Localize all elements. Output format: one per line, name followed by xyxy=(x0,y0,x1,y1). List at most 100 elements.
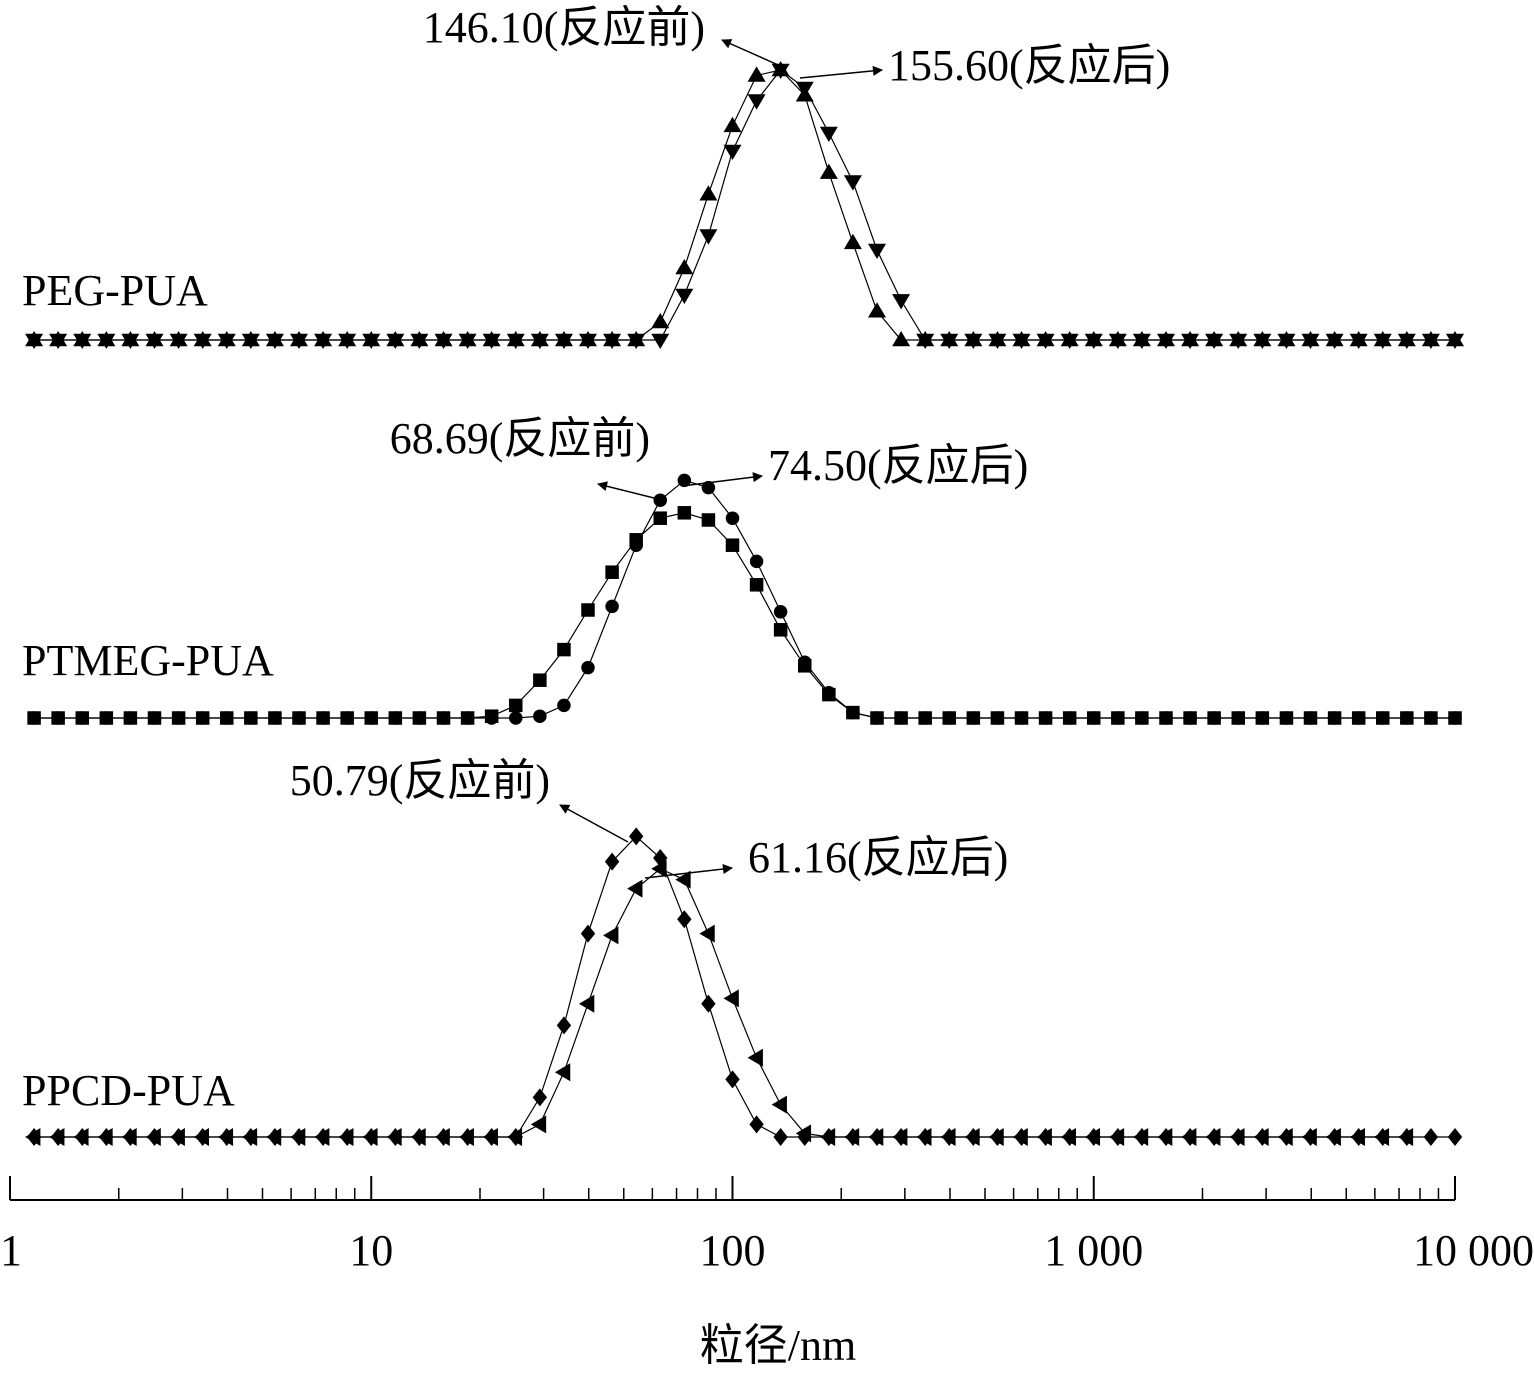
data-point xyxy=(651,313,670,329)
data-point xyxy=(1421,333,1440,349)
data-point xyxy=(1108,333,1127,349)
data-point xyxy=(1325,1128,1341,1146)
panel-label: PTMEG-PUA xyxy=(22,636,274,685)
data-point xyxy=(25,1128,41,1146)
data-point xyxy=(699,185,718,201)
data-point xyxy=(578,994,595,1013)
x-axis-label: 粒径/nm xyxy=(700,1321,856,1370)
data-point xyxy=(629,538,643,552)
data-point xyxy=(725,1070,740,1089)
panel-label: PEG-PUA xyxy=(22,266,208,315)
data-point xyxy=(1062,711,1077,725)
data-point xyxy=(868,302,887,318)
data-point xyxy=(388,711,403,725)
annotation-arrow xyxy=(644,864,733,879)
data-point xyxy=(627,879,643,898)
data-point xyxy=(1424,711,1438,725)
data-point xyxy=(749,554,764,569)
data-point xyxy=(434,333,453,349)
data-point xyxy=(725,511,740,525)
data-point xyxy=(458,333,477,349)
data-point xyxy=(868,1128,884,1146)
data-point xyxy=(75,711,90,725)
data-point xyxy=(677,506,692,520)
annotation: 50.79(反应前) xyxy=(290,756,550,805)
data-point xyxy=(434,1128,450,1146)
data-point xyxy=(268,711,282,725)
data-point xyxy=(749,1115,764,1134)
data-point xyxy=(1400,711,1414,725)
data-point xyxy=(723,144,742,160)
annotation: 68.69(反应前) xyxy=(390,414,650,463)
data-point xyxy=(1448,711,1462,725)
data-point xyxy=(1205,333,1224,349)
data-point xyxy=(843,233,862,250)
data-point xyxy=(482,1128,498,1146)
data-point xyxy=(1301,333,1320,349)
data-point xyxy=(509,698,523,713)
data-point xyxy=(554,1063,571,1082)
data-point xyxy=(1087,711,1101,725)
data-point xyxy=(1447,1128,1463,1146)
data-point xyxy=(966,711,981,725)
data-point xyxy=(362,1128,378,1146)
data-point xyxy=(509,711,523,725)
data-point xyxy=(484,711,499,725)
data-point xyxy=(795,81,814,97)
data-point xyxy=(362,333,381,349)
data-point xyxy=(1038,711,1053,725)
data-point xyxy=(1303,711,1318,725)
data-point xyxy=(964,1128,980,1146)
data-point xyxy=(964,333,983,349)
data-point xyxy=(1108,1128,1125,1146)
data-point xyxy=(605,599,619,614)
data-point xyxy=(145,1128,161,1146)
data-point xyxy=(771,1095,787,1114)
data-point xyxy=(701,513,716,527)
data-point xyxy=(795,1124,812,1143)
data-point xyxy=(364,711,378,725)
data-point xyxy=(1423,1128,1439,1146)
data-point xyxy=(747,1048,763,1067)
data-point xyxy=(723,116,742,133)
data-point xyxy=(604,852,620,871)
data-point xyxy=(1277,333,1296,349)
data-point xyxy=(773,623,788,637)
data-point xyxy=(940,1128,956,1146)
data-point xyxy=(773,1128,788,1146)
data-point xyxy=(147,711,162,725)
data-point xyxy=(1373,333,1392,349)
data-point xyxy=(822,686,836,700)
data-point xyxy=(675,288,694,304)
annotation-arrow xyxy=(597,481,663,501)
data-point xyxy=(506,333,525,349)
data-point xyxy=(27,711,41,725)
data-point xyxy=(1446,333,1464,349)
data-point xyxy=(1181,1128,1197,1146)
data-point xyxy=(725,538,740,552)
data-point xyxy=(506,1128,523,1146)
data-point xyxy=(1229,1128,1245,1146)
data-point xyxy=(338,333,357,349)
data-point xyxy=(628,827,644,846)
data-point xyxy=(701,480,716,495)
data-point xyxy=(557,642,571,657)
data-point xyxy=(169,1128,185,1146)
data-point xyxy=(1231,711,1246,725)
data-point xyxy=(123,711,138,725)
data-point xyxy=(482,333,501,349)
data-point xyxy=(1036,333,1055,349)
data-point xyxy=(532,1088,548,1107)
data-point xyxy=(557,698,571,713)
data-point xyxy=(338,1128,354,1146)
data-point xyxy=(49,1128,65,1146)
data-point xyxy=(677,910,692,929)
data-point xyxy=(25,333,44,349)
data-point xyxy=(916,333,935,349)
panel-label: PPCD-PUA xyxy=(22,1066,235,1115)
data-point xyxy=(241,1128,258,1146)
data-point xyxy=(892,1128,908,1146)
data-point xyxy=(651,859,667,878)
data-point xyxy=(386,1128,402,1146)
